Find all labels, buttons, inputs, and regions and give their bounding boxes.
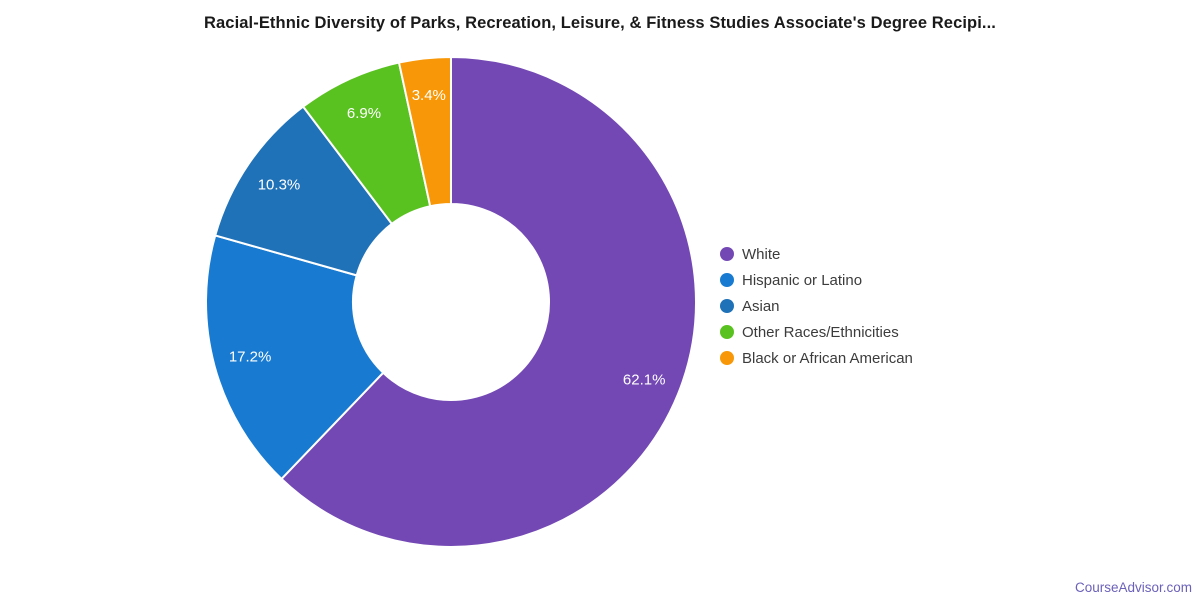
legend-item-hispanic-or-latino[interactable]: Hispanic or Latino xyxy=(720,267,913,293)
legend-label: Other Races/Ethnicities xyxy=(742,323,899,341)
legend-dot xyxy=(720,299,734,313)
pie-slice-4[interactable] xyxy=(398,56,452,208)
legend: White Hispanic or Latino Asian Other Rac… xyxy=(720,241,913,371)
legend-dot xyxy=(720,325,734,339)
legend-label: Hispanic or Latino xyxy=(742,271,863,289)
legend-item-asian[interactable]: Asian xyxy=(720,293,913,319)
slice-label-0: 62.1% xyxy=(623,372,666,389)
pie-slice-0[interactable] xyxy=(280,56,697,548)
legend-label: White xyxy=(742,245,781,263)
slice-label-2: 10.3% xyxy=(258,177,301,194)
legend-dot xyxy=(720,351,734,365)
pie-slice-1[interactable] xyxy=(205,234,385,480)
legend-dot xyxy=(720,273,734,287)
slice-label-3: 6.9% xyxy=(347,105,381,122)
legend-item-black-or-african-american[interactable]: Black or African American xyxy=(720,345,913,371)
legend-dot xyxy=(720,247,734,261)
legend-item-white[interactable]: White xyxy=(720,241,913,267)
legend-item-other-races-ethnicities[interactable]: Other Races/Ethnicities xyxy=(720,319,913,345)
legend-label: Asian xyxy=(742,297,780,315)
pie-slice-2[interactable] xyxy=(214,105,393,277)
slice-label-4: 3.4% xyxy=(412,87,446,104)
donut-chart-svg: 62.1% 17.2% 10.3% 6.9% 3.4% xyxy=(205,56,697,548)
slice-label-1: 17.2% xyxy=(229,349,272,366)
donut-chart: 62.1% 17.2% 10.3% 6.9% 3.4% xyxy=(201,52,701,552)
chart-title: Racial-Ethnic Diversity of Parks, Recrea… xyxy=(204,14,996,32)
legend-label: Black or African American xyxy=(742,349,913,367)
courseadvisor-link[interactable]: CourseAdvisor.com xyxy=(1074,580,1192,595)
